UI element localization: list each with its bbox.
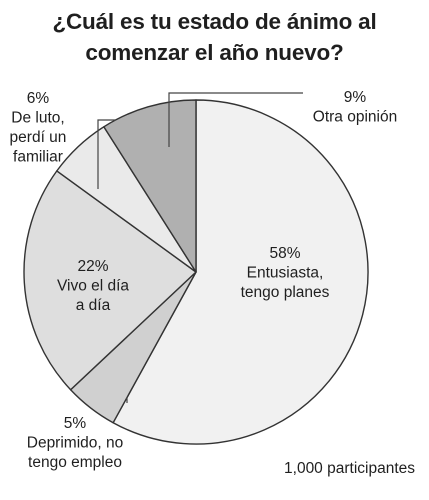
slice-label-4-line-4: familiar <box>13 149 63 166</box>
slice-label-2-line-2: Deprimido, no <box>27 435 124 452</box>
slice-label-1-line-2: Entusiasta, <box>247 265 324 282</box>
slice-label-3-line-3: a día <box>76 297 111 314</box>
slice-label-2: 5% Deprimido, no tengo empleo <box>27 415 124 471</box>
slice-label-4-line-1: 6% <box>27 90 50 107</box>
slice-label-3-line-1: 22% <box>77 258 108 275</box>
leader-line-otra <box>168 92 303 147</box>
slice-label-1-line-3: tengo planes <box>241 284 330 301</box>
slice-label-4-line-2: De luto, <box>11 110 64 127</box>
pie-slice-3 <box>23 170 197 391</box>
slice-label-1-line-1: 58% <box>269 245 300 262</box>
pie-slice-5 <box>103 99 197 273</box>
participants-footnote: 1,000 participantes <box>284 460 415 477</box>
slice-label-2-line-3: tengo empleo <box>28 454 122 471</box>
slice-label-5-line-1: 9% <box>344 89 367 106</box>
chart-title-line-2: comenzar el año nuevo? <box>85 40 344 65</box>
slice-label-1: 58% Entusiasta, tengo planes <box>241 245 330 301</box>
chart-title: ¿Cuál es tu estado de ánimo al comenzar … <box>0 6 429 68</box>
slice-label-3: 22% Vivo el día a día <box>57 258 129 314</box>
slice-label-5: 9% Otra opinión <box>313 89 397 126</box>
slice-label-4-line-3: perdí un <box>10 129 67 146</box>
slice-label-5-line-2: Otra opinión <box>313 109 397 126</box>
pie-slice-1 <box>112 99 369 445</box>
slice-label-4: 6% De luto, perdí un familiar <box>10 90 67 166</box>
slice-label-2-line-1: 5% <box>64 415 87 432</box>
chart-title-line-1: ¿Cuál es tu estado de ánimo al <box>52 9 377 34</box>
slice-label-3-line-2: Vivo el día <box>57 278 129 295</box>
leader-line-luto <box>97 119 116 189</box>
